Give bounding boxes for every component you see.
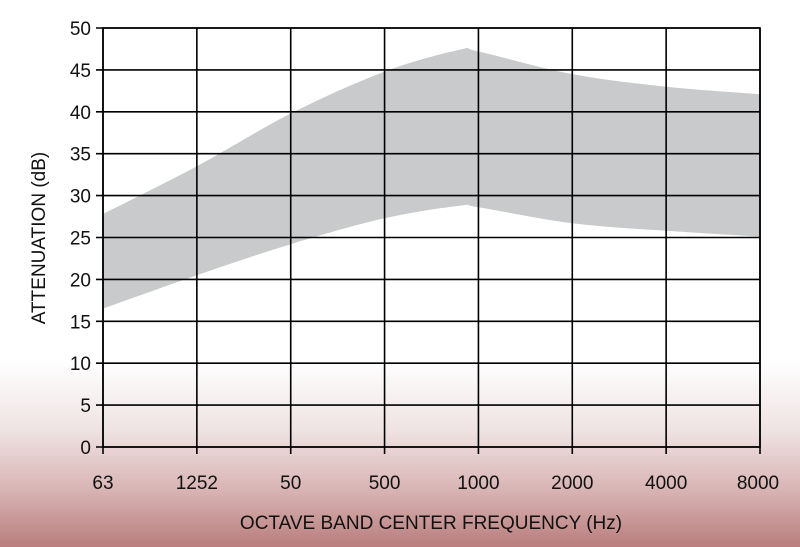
y-tick-label: 50 xyxy=(70,19,91,40)
attenuation-band-layer xyxy=(103,47,760,309)
y-tick-label: 10 xyxy=(70,354,91,375)
y-axis-title: ATTENUATION (dB) xyxy=(29,152,50,324)
attenuation-range-band xyxy=(103,47,760,309)
x-tick-label: 8000 xyxy=(737,473,779,494)
y-tick-label: 30 xyxy=(70,187,91,208)
y-tick-labels: 0 5 10 15 20 25 30 35 40 45 50 xyxy=(70,19,91,459)
x-tick-label: 2000 xyxy=(551,473,593,494)
grid-layer xyxy=(96,27,761,454)
x-tick-labels: 63 1252 50 500 1000 2000 4000 8000 xyxy=(92,473,779,494)
y-tick-label: 15 xyxy=(70,312,91,333)
y-tick-label: 25 xyxy=(70,229,91,250)
y-tick-label: 35 xyxy=(70,145,91,166)
x-tick-label: 500 xyxy=(369,473,401,494)
y-tick-label: 5 xyxy=(80,396,91,417)
y-tick-label: 40 xyxy=(70,103,91,124)
y-tick-label: 20 xyxy=(70,270,91,291)
x-tick-label: 50 xyxy=(280,473,301,494)
x-tick-label: 1252 xyxy=(176,473,218,494)
y-tick-label: 45 xyxy=(70,61,91,82)
x-tick-label: 63 xyxy=(92,473,113,494)
x-axis-title: OCTAVE BAND CENTER FREQUENCY (Hz) xyxy=(240,513,622,534)
x-tick-label: 1000 xyxy=(457,473,499,494)
y-tick-label: 0 xyxy=(80,438,91,459)
x-tick-label: 4000 xyxy=(645,473,687,494)
